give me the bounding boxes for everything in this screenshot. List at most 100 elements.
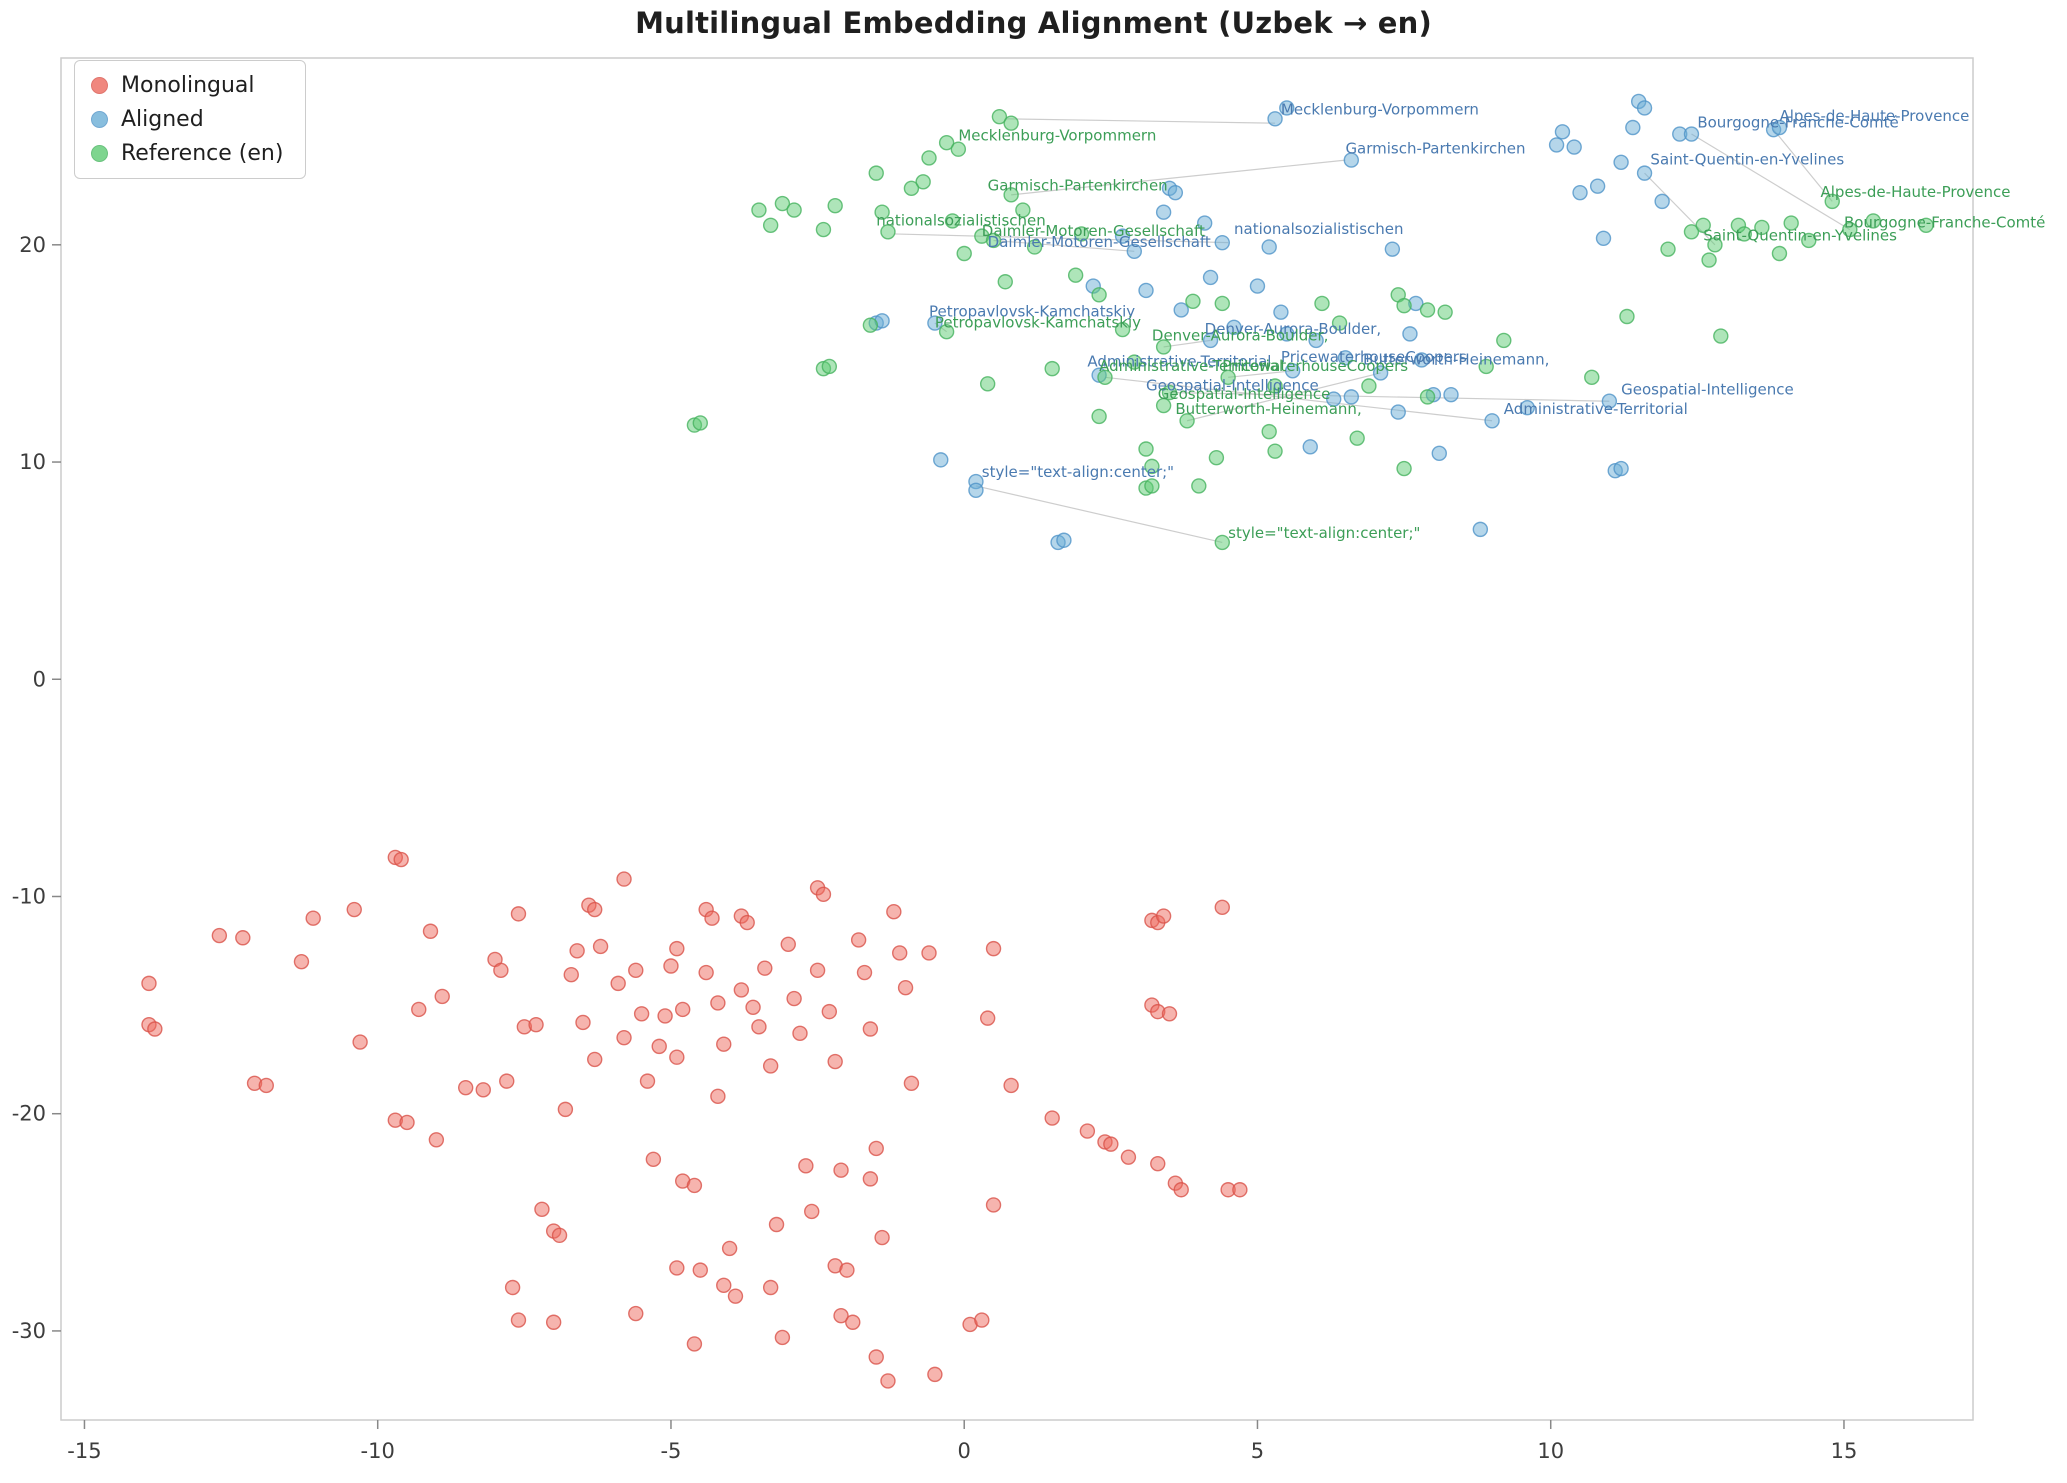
data-point-monolingual	[545, 1314, 562, 1330]
data-point-monolingual	[293, 953, 310, 970]
data-point-reference-en	[1478, 358, 1494, 375]
data-point-reference-en	[1695, 217, 1711, 233]
data-point-monolingual	[434, 988, 450, 1005]
data-point-reference-en	[1214, 534, 1230, 551]
data-point-monolingual	[569, 943, 585, 959]
data-point-monolingual	[827, 1053, 843, 1070]
data-point-monolingual	[974, 1312, 990, 1328]
data-point-monolingual	[1003, 1077, 1019, 1094]
alignment-link	[893, 233, 1229, 244]
data-point-aligned	[1261, 239, 1277, 255]
alignment-link	[1228, 370, 1293, 378]
data-point-monolingual	[927, 1366, 943, 1383]
data-point-aligned	[1431, 445, 1447, 462]
data-point-aligned	[1284, 363, 1301, 379]
data-point-monolingual	[592, 938, 609, 955]
data-point-aligned	[1308, 332, 1324, 349]
data-point-reference-en	[956, 245, 972, 262]
data-point-monolingual	[1214, 899, 1230, 916]
data-point-monolingual	[610, 975, 626, 992]
data-point-monolingual	[305, 910, 321, 926]
data-point-monolingual	[534, 1201, 550, 1217]
data-point-reference-en	[1144, 458, 1160, 475]
data-point-aligned	[927, 315, 943, 331]
data-point-monolingual	[563, 966, 579, 983]
data-point-monolingual	[692, 1262, 708, 1278]
data-point-monolingual	[921, 945, 937, 961]
data-point-aligned	[1326, 391, 1342, 407]
data-point-reference-en	[1707, 237, 1723, 253]
data-point-reference-en	[1419, 302, 1436, 318]
point-label: Administrative-Territorial	[1087, 352, 1271, 370]
point-label: Administrative-Territorial	[1099, 357, 1283, 375]
data-point-monolingual	[850, 932, 867, 948]
data-point-aligned	[1343, 152, 1360, 168]
data-point-reference-en	[827, 198, 843, 214]
data-point-monolingual	[880, 1373, 896, 1389]
data-point-monolingual	[557, 1101, 574, 1118]
legend-marker-aligned	[91, 111, 108, 128]
point-label: PricewaterhouseCoopers	[1222, 357, 1408, 375]
data-point-reference-en	[944, 213, 961, 229]
data-point-monolingual	[985, 940, 1002, 957]
data-point-reference-en	[1126, 354, 1143, 370]
data-point-reference-en	[1003, 115, 1019, 131]
data-point-reference-en	[1771, 245, 1788, 262]
data-point-aligned	[1554, 124, 1571, 140]
data-point-monolingual	[663, 958, 679, 974]
data-point-monolingual	[786, 990, 802, 1007]
x-tick-label: 15	[1831, 1439, 1858, 1463]
point-label: Alpes-de-Haute-Provence	[1821, 183, 2011, 201]
data-point-aligned	[1601, 393, 1618, 409]
data-point-monolingual	[868, 1349, 884, 1365]
data-point-monolingual	[669, 940, 685, 957]
data-point-reference-en	[762, 217, 779, 233]
point-label: PricewaterhouseCoopers	[1281, 348, 1467, 366]
data-point-aligned	[1390, 404, 1406, 420]
data-point-monolingual	[616, 1029, 632, 1046]
data-point-aligned	[1202, 332, 1219, 349]
alignment-link	[1773, 129, 1833, 202]
legend: Monolingual Aligned Reference (en)	[74, 60, 307, 179]
data-point-monolingual	[686, 1336, 703, 1352]
data-point-monolingual	[886, 903, 902, 920]
data-point-reference-en	[1783, 215, 1799, 231]
data-point-monolingual	[1079, 1123, 1096, 1139]
data-point-monolingual	[698, 964, 714, 981]
data-point-aligned	[1302, 439, 1318, 455]
point-label: Bourgogne-Franche-Comté	[1697, 114, 1898, 132]
data-point-reference-en	[1842, 221, 1858, 238]
data-point-reference-en	[1918, 217, 1934, 233]
legend-marker-reference	[91, 145, 108, 162]
data-point-reference-en	[1091, 287, 1107, 303]
data-point-aligned	[1126, 243, 1143, 260]
data-point-reference-en	[1754, 219, 1770, 236]
data-point-monolingual	[710, 1088, 726, 1105]
data-point-reference-en	[1155, 397, 1172, 414]
data-point-reference-en	[1208, 449, 1225, 466]
data-point-aligned	[1613, 154, 1629, 170]
data-point-monolingual	[393, 851, 409, 868]
data-point-monolingual	[804, 1203, 820, 1220]
data-point-reference-en	[1801, 232, 1817, 249]
alignment-link	[1104, 376, 1493, 422]
point-label: Geospatial-Intelligence	[1146, 376, 1319, 394]
point-label: Petropavlovsk-Kamchatskiy	[935, 313, 1141, 331]
data-point-aligned	[1683, 126, 1700, 142]
data-point-reference-en	[786, 202, 802, 218]
data-point-reference-en	[1179, 413, 1195, 429]
data-point-reference-en	[868, 165, 884, 181]
data-point-reference-en	[774, 195, 791, 212]
point-label: Geospatial-Intelligence	[1158, 385, 1331, 403]
data-point-monolingual	[669, 1260, 685, 1276]
point-label: Bourgogne-Franche-Comté	[1844, 213, 2045, 231]
x-tick-label: -5	[660, 1439, 681, 1463]
data-point-aligned	[1654, 193, 1670, 210]
x-tick-label: 5	[1251, 1439, 1264, 1463]
point-label: Geospatial-Intelligence	[1621, 381, 1794, 399]
y-tick-label: 10	[19, 450, 46, 474]
data-point-aligned	[1566, 139, 1582, 155]
data-point-reference-en	[1660, 241, 1676, 257]
data-point-monolingual	[704, 910, 720, 926]
